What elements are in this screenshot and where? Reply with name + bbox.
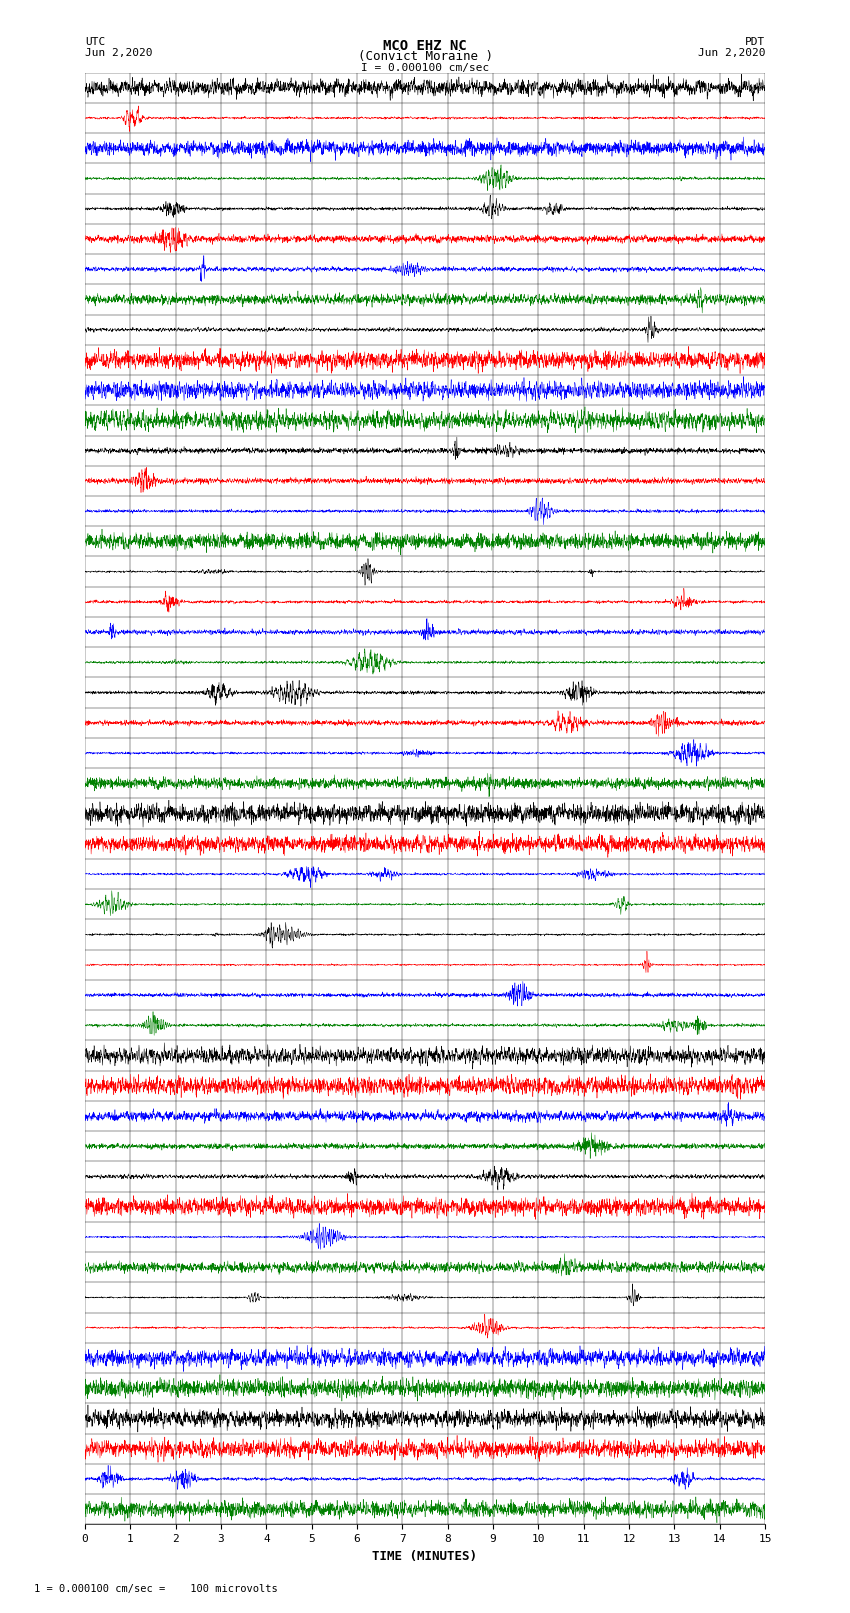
Text: PDT: PDT <box>745 37 765 47</box>
Text: I = 0.000100 cm/sec: I = 0.000100 cm/sec <box>361 63 489 73</box>
Text: Jun 2,2020: Jun 2,2020 <box>85 48 152 58</box>
Text: UTC: UTC <box>85 37 105 47</box>
Text: Jun 2,2020: Jun 2,2020 <box>698 48 765 58</box>
Text: 1 = 0.000100 cm/sec =    100 microvolts: 1 = 0.000100 cm/sec = 100 microvolts <box>34 1584 278 1594</box>
Text: MCO EHZ NC: MCO EHZ NC <box>383 39 467 53</box>
X-axis label: TIME (MINUTES): TIME (MINUTES) <box>372 1550 478 1563</box>
Text: (Convict Moraine ): (Convict Moraine ) <box>358 50 492 63</box>
